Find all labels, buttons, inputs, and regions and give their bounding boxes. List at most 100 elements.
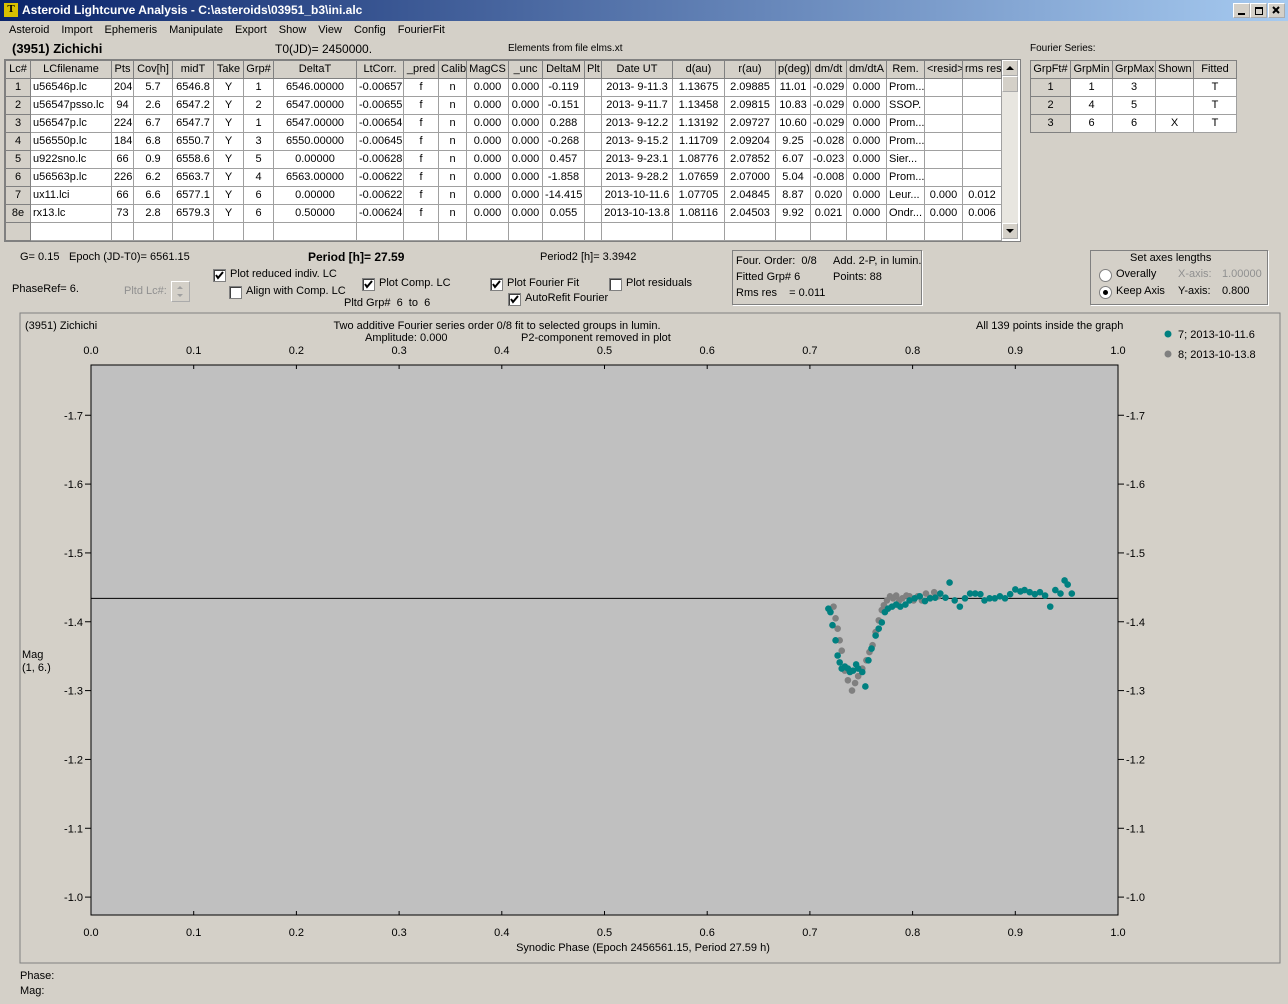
table-cell: 2013- 9-11.7 [601, 96, 673, 115]
menu-item[interactable]: Manipulate [169, 24, 223, 36]
table-cell: -0.029 [810, 78, 847, 97]
x-tick-label: 0.6 [700, 927, 715, 939]
table-cell [962, 150, 1002, 169]
table-cell: 0.00000 [273, 150, 357, 169]
restore-button[interactable] [1250, 3, 1267, 18]
table-cell: 2.04503 [724, 204, 776, 223]
info-text: Rms res = 0.011 [736, 287, 826, 299]
checkbox[interactable] [213, 269, 226, 282]
scroll-thumb[interactable] [1002, 76, 1018, 92]
checkbox-label: Align with Comp. LC [246, 285, 346, 297]
menu-item[interactable]: Show [278, 24, 307, 36]
table-cell: 0.020 [810, 186, 847, 205]
data-point [872, 628, 879, 636]
menu-item[interactable]: FourierFit [397, 24, 445, 36]
data-point [1001, 595, 1009, 602]
table-cell: 6 [243, 204, 274, 223]
data-point [1046, 603, 1054, 610]
table-row[interactable]: 7 ux11.lci 66 6.6 6577.1 Y 6 0.00000 -0.00622 f n 0… [5, 186, 1002, 205]
table-cell: 6558.6 [172, 150, 214, 169]
table-cell: 5.7 [133, 78, 173, 97]
data-point [911, 595, 918, 602]
checkbox[interactable] [490, 278, 503, 291]
table-cell: 6563.7 [172, 168, 214, 187]
data-point [825, 605, 832, 612]
column-header: _unc [508, 60, 543, 79]
table-cell: Y [213, 132, 244, 151]
icon [1272, 6, 1280, 14]
plot-area [90, 364, 1119, 916]
status-label: Mag: [20, 985, 45, 997]
y-tick-label: -1.2 [64, 754, 83, 766]
checkbox-label: Plot reduced indiv. LC [230, 268, 337, 280]
table-cell: T [1193, 96, 1237, 115]
scrollbar[interactable] [1002, 60, 1018, 239]
checkbox[interactable] [508, 293, 521, 306]
data-point [902, 601, 909, 608]
checkbox[interactable] [609, 278, 622, 291]
table-row[interactable]: 1 u56546p.lc 204 5.7 6546.8 Y 1 6546.00000 -0.00… [5, 78, 1002, 97]
table-cell: 94 [111, 96, 134, 115]
column-header: Plt [584, 60, 602, 79]
data-point [977, 590, 984, 598]
radio-button[interactable] [1099, 269, 1112, 282]
table-cell: 1.07659 [672, 168, 725, 187]
radio-label: Overally [1116, 268, 1157, 280]
table-row[interactable]: 4 u56550p.lc 184 6.8 6550.7 Y 3 6550.00000 -0.00… [5, 132, 1002, 151]
spinner[interactable] [171, 281, 190, 302]
checkbox[interactable] [229, 286, 242, 299]
column-header: Grp# [243, 60, 274, 79]
y-tick-label-right: -1.0 [1126, 892, 1145, 904]
radio-button[interactable] [1099, 286, 1112, 299]
table-cell [403, 222, 439, 241]
x-tick-label: 1.0 [1110, 927, 1125, 939]
x-tick-label-top: 0.9 [1008, 345, 1023, 357]
phaseref-label: PhaseRef= 6. [12, 283, 79, 295]
table-row[interactable]: 8e rx13.lc 73 2.8 6579.3 Y 6 0.50000 -0.00624 f n 0… [5, 204, 1002, 223]
table-cell: 0.9 [133, 150, 173, 169]
table-row[interactable]: 6 u56563p.lc 226 6.2 6563.7 Y 4 6563.00000 -0.00… [5, 168, 1002, 187]
scroll-up[interactable] [1002, 60, 1018, 76]
row-header: 2 [1030, 96, 1071, 115]
data-point [910, 597, 917, 604]
g-label: G= 0.15 [20, 251, 60, 263]
menu-item[interactable]: Config [353, 24, 386, 36]
table-cell [584, 96, 602, 115]
y-tick-label-right: -1.5 [1126, 548, 1145, 560]
table-cell [962, 168, 1002, 187]
radio-label: Keep Axis [1116, 285, 1165, 297]
table-cell [466, 222, 509, 241]
table-cell: 2013- 9-15.2 [601, 132, 673, 151]
menu-item[interactable]: Asteroid [9, 24, 50, 36]
table-row[interactable]: 2 u56547psso.lc 94 2.6 6547.2 Y 2 6547.00000 -0.… [5, 96, 1002, 115]
table-cell: 0.457 [542, 150, 585, 169]
table-cell: 0.000 [466, 150, 509, 169]
table-row [5, 222, 1002, 241]
table-cell: f [403, 78, 439, 97]
fourier-label: Fourier Series: [1030, 43, 1096, 54]
table-cell: 6546.00000 [273, 78, 357, 97]
close-button[interactable] [1268, 3, 1285, 18]
object-name: (3951) Zichichi [12, 41, 103, 56]
data-point [844, 665, 852, 672]
menu-item[interactable]: Export [234, 24, 267, 36]
data-point [966, 590, 974, 597]
menu-item[interactable]: Ephemeris [104, 24, 158, 36]
x-tick-label: 0.2 [289, 927, 304, 939]
table-cell [584, 222, 602, 241]
menu-item[interactable]: Import [61, 24, 93, 36]
table-row[interactable]: 3 u56547p.lc 224 6.7 6547.7 Y 1 6547.00000 -0.00… [5, 114, 1002, 133]
minimize-button[interactable] [1233, 3, 1250, 18]
scroll-down[interactable] [1002, 223, 1018, 239]
table-cell: 66 [111, 186, 134, 205]
menu-item[interactable]: View [318, 24, 342, 36]
table-row[interactable]: 5 u922sno.lc 66 0.9 6558.6 Y 5 0.00000 -0.00628 f… [5, 150, 1002, 169]
table-cell [1155, 96, 1194, 115]
table-cell: 2.07852 [724, 150, 776, 169]
table-cell [846, 222, 887, 241]
checkbox[interactable] [362, 278, 375, 291]
data-point [914, 592, 922, 600]
